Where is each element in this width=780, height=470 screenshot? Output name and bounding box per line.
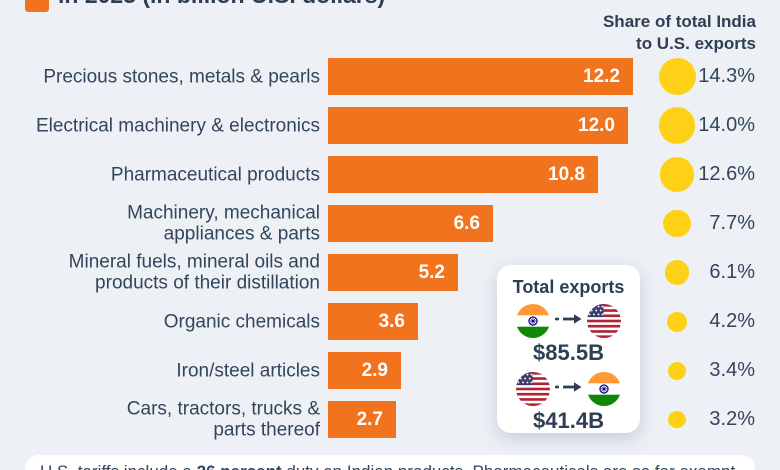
share-percent-label: 14.0%: [698, 114, 755, 136]
chart-row: Electrical machinery & electronics 12.0 …: [0, 107, 780, 144]
india-to-us-row: [497, 303, 640, 339]
us-flag-icon: [587, 304, 621, 338]
bar-value-label: 3.6: [378, 311, 405, 332]
share-percent-label: 3.2%: [709, 408, 755, 430]
chart-row: Machinery, mechanical appliances & parts…: [0, 202, 780, 245]
bar-value-label: 12.2: [583, 66, 620, 87]
bar-value-label: 2.9: [361, 360, 388, 381]
us-to-india-amount: $41.4B: [533, 408, 604, 433]
share-bubble-icon: [668, 410, 686, 429]
india-flag-icon: [587, 372, 621, 406]
chart-row: Precious stones, metals & pearls 12.2 14…: [0, 58, 780, 96]
chart-row: Organic chemicals 3.6 4.2%: [0, 303, 780, 340]
bar: 12.0: [328, 107, 628, 144]
bar: 2.7: [328, 401, 396, 438]
share-bubble-icon: [664, 260, 690, 285]
footer-text-before: U.S. tariffs include a: [40, 462, 197, 470]
chart-row: Iron/steel articles 2.9 3.4%: [0, 352, 780, 389]
chart-row: Cars, tractors, trucks & parts thereof 2…: [0, 398, 780, 441]
total-exports-card: Total exports: [497, 265, 640, 433]
share-bubble-icon: [668, 361, 687, 380]
share-percent-label: 6.1%: [709, 261, 755, 283]
bar: 12.2: [328, 58, 633, 95]
category-label: Pharmaceutical products: [110, 163, 320, 185]
category-label: Iron/steel articles: [176, 359, 320, 381]
bar: 2.9: [328, 352, 401, 389]
share-bubble-icon: [659, 157, 695, 192]
right-arrow-icon: [555, 380, 582, 398]
india-to-us-amount: $85.5B: [533, 340, 604, 365]
footer-note: U.S. tariffs include a 26 percent duty o…: [25, 455, 755, 470]
chart-row: Mineral fuels, mineral oils and products…: [0, 251, 780, 294]
india-flag-icon: [516, 304, 550, 338]
share-percent-label: 12.6%: [698, 163, 755, 185]
share-bubble-icon: [667, 311, 688, 332]
bar-value-label: 2.7: [356, 409, 383, 430]
chart-title-row: in 2023 (in billion U.S. dollars): [25, 0, 385, 12]
us-flag-icon: [516, 372, 550, 406]
category-label: Precious stones, metals & pearls: [43, 65, 320, 87]
category-label: Organic chemicals: [163, 310, 320, 332]
share-percent-label: 7.7%: [709, 212, 755, 234]
category-label: Machinery, mechanical appliances & parts: [127, 202, 320, 245]
bar-value-label: 12.0: [578, 115, 615, 136]
bar: 5.2: [328, 254, 458, 291]
legend-swatch-icon: [25, 0, 49, 12]
share-bubble-icon: [658, 58, 696, 96]
bar: 3.6: [328, 303, 418, 340]
footer-text-after: duty on Indian products. Pharmaceuticals…: [282, 462, 740, 470]
card-title: Total exports: [512, 277, 625, 297]
bar-value-label: 6.6: [453, 213, 480, 234]
share-percent-label: 4.2%: [709, 310, 755, 332]
share-bubble-icon: [658, 107, 696, 144]
us-to-india-row: [497, 371, 640, 407]
bar-value-label: 5.2: [418, 262, 445, 283]
category-label: Cars, tractors, trucks & parts thereof: [126, 398, 320, 441]
right-arrow-icon: [555, 312, 582, 330]
chart-row: Pharmaceutical products 10.8 12.6%: [0, 156, 780, 193]
bar: 6.6: [328, 205, 493, 242]
share-column-header: Share of total India to U.S. exports: [602, 12, 756, 54]
footer-text-bold: 26 percent: [197, 462, 282, 470]
share-percent-label: 3.4%: [709, 359, 755, 381]
chart-title: in 2023 (in billion U.S. dollars): [58, 0, 385, 9]
category-label: Mineral fuels, mineral oils and products…: [68, 251, 320, 294]
share-percent-label: 14.3%: [698, 65, 755, 87]
share-bubble-icon: [663, 209, 691, 238]
bar-value-label: 10.8: [548, 164, 585, 185]
category-label: Electrical machinery & electronics: [35, 114, 320, 136]
bar: 10.8: [328, 156, 598, 193]
